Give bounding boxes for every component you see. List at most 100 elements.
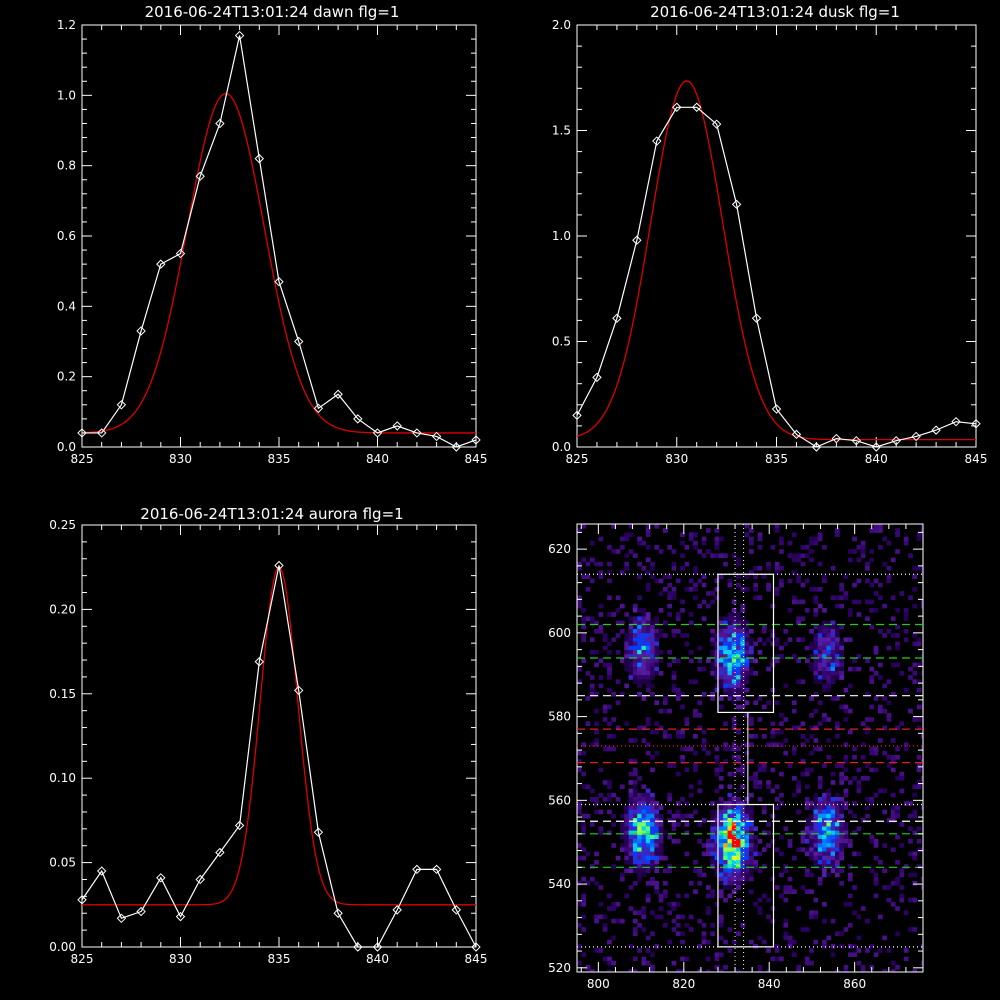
x-tick-label: 835 [765, 452, 788, 466]
heatmap-cell [615, 902, 621, 907]
heatmap-cell [624, 818, 629, 823]
heatmap-cell [736, 620, 741, 626]
heatmap-cell [895, 813, 900, 819]
heatmap-cell [615, 700, 621, 705]
heatmap-cell [684, 822, 690, 827]
heatmap-cell [650, 969, 655, 972]
heatmap-cell [830, 839, 836, 844]
heatmap-cell [869, 679, 875, 684]
heatmap-cell [632, 738, 638, 743]
heatmap-cell [718, 813, 724, 819]
heatmap-cell [890, 616, 896, 621]
heatmap-cell [607, 687, 612, 693]
y-tick-label: 600 [548, 626, 571, 640]
data-point [293, 685, 304, 696]
heatmap-cell [770, 906, 776, 911]
data-line [81, 565, 477, 948]
heatmap-cell [736, 969, 741, 972]
heatmap-cell [774, 641, 780, 647]
heatmap-cell [886, 540, 892, 546]
heatmap-cell [878, 708, 883, 714]
heatmap-cell [650, 826, 655, 831]
heatmap-cell [645, 847, 651, 852]
heatmap-cell [766, 742, 771, 747]
heatmap-cell [744, 624, 750, 630]
heatmap-cell [688, 813, 694, 819]
heatmap-cell [749, 813, 754, 819]
heatmap-cell [637, 595, 642, 600]
heatmap-cell [718, 818, 724, 823]
heatmap-cell [723, 881, 728, 886]
heatmap-cell [654, 885, 660, 890]
heatmap-cell [645, 742, 651, 747]
heatmap-cell [607, 704, 612, 710]
heatmap-cell [624, 809, 629, 815]
heatmap-cell [714, 801, 720, 806]
heatmap-cell [779, 536, 784, 542]
heatmap-cell [822, 683, 827, 689]
heatmap-cell [744, 671, 750, 676]
heatmap-cell [624, 834, 629, 840]
heatmap-cell [839, 868, 844, 873]
heatmap-cell [723, 637, 728, 642]
heatmap-cell [650, 729, 655, 735]
x-tick-label: 835 [268, 452, 291, 466]
heatmap-cell [869, 868, 875, 873]
heatmap-cell [852, 582, 857, 588]
heatmap-cell [667, 792, 672, 798]
heatmap-cell [718, 864, 724, 869]
heatmap-cell [792, 776, 797, 781]
heatmap-cell [718, 645, 724, 651]
heatmap-cell [809, 960, 814, 966]
heatmap-cell [654, 637, 660, 642]
heatmap-cell [822, 687, 827, 693]
heatmap-cell [680, 540, 685, 546]
heatmap-cell [774, 948, 780, 953]
heatmap-cell [740, 855, 746, 861]
heatmap-cell [727, 650, 733, 655]
heatmap-cell [684, 561, 690, 567]
heatmap-cell [723, 876, 728, 882]
heatmap-cell [710, 843, 715, 848]
heatmap-cell [809, 750, 814, 756]
heatmap-cell [632, 830, 638, 836]
heatmap-cell [594, 801, 599, 806]
heatmap-cell [804, 847, 810, 852]
heatmap-cell [658, 914, 664, 920]
heatmap-cell [822, 797, 827, 802]
heatmap-cell [757, 650, 763, 655]
heatmap-cell [817, 830, 823, 836]
heatmap-cell [774, 566, 780, 571]
selection-box [717, 803, 775, 948]
heatmap-cell [727, 809, 733, 815]
heatmap-cell [800, 834, 806, 840]
heatmap-cell [710, 692, 715, 697]
heatmap-cell [830, 637, 836, 642]
heatmap-cell [714, 834, 720, 840]
heatmap-cell [749, 851, 754, 857]
heatmap-cell [830, 658, 836, 663]
heatmap-cell [706, 906, 711, 911]
data-point [293, 336, 304, 347]
heatmap-cell [718, 805, 724, 810]
heatmap-cell [839, 776, 844, 781]
heatmap-cell [581, 637, 586, 642]
heatmap-cell [856, 557, 862, 563]
heatmap-cell [766, 637, 771, 642]
heatmap-cell [835, 725, 840, 731]
heatmap-cell [804, 826, 810, 831]
heatmap-cell [903, 616, 909, 621]
heatmap-cell [749, 671, 754, 676]
heatmap-cell [903, 746, 909, 752]
heatmap-cell [637, 822, 642, 827]
heatmap-cell [645, 864, 651, 869]
heatmap-cell [688, 587, 694, 592]
heatmap-cell [731, 839, 737, 844]
heatmap-cell [856, 935, 862, 941]
heatmap-cell [779, 713, 784, 718]
heatmap-cell [830, 918, 836, 924]
data-point [353, 414, 363, 424]
heatmap-cell [620, 620, 625, 626]
heatmap-cell [813, 746, 819, 752]
data-point [931, 425, 941, 435]
